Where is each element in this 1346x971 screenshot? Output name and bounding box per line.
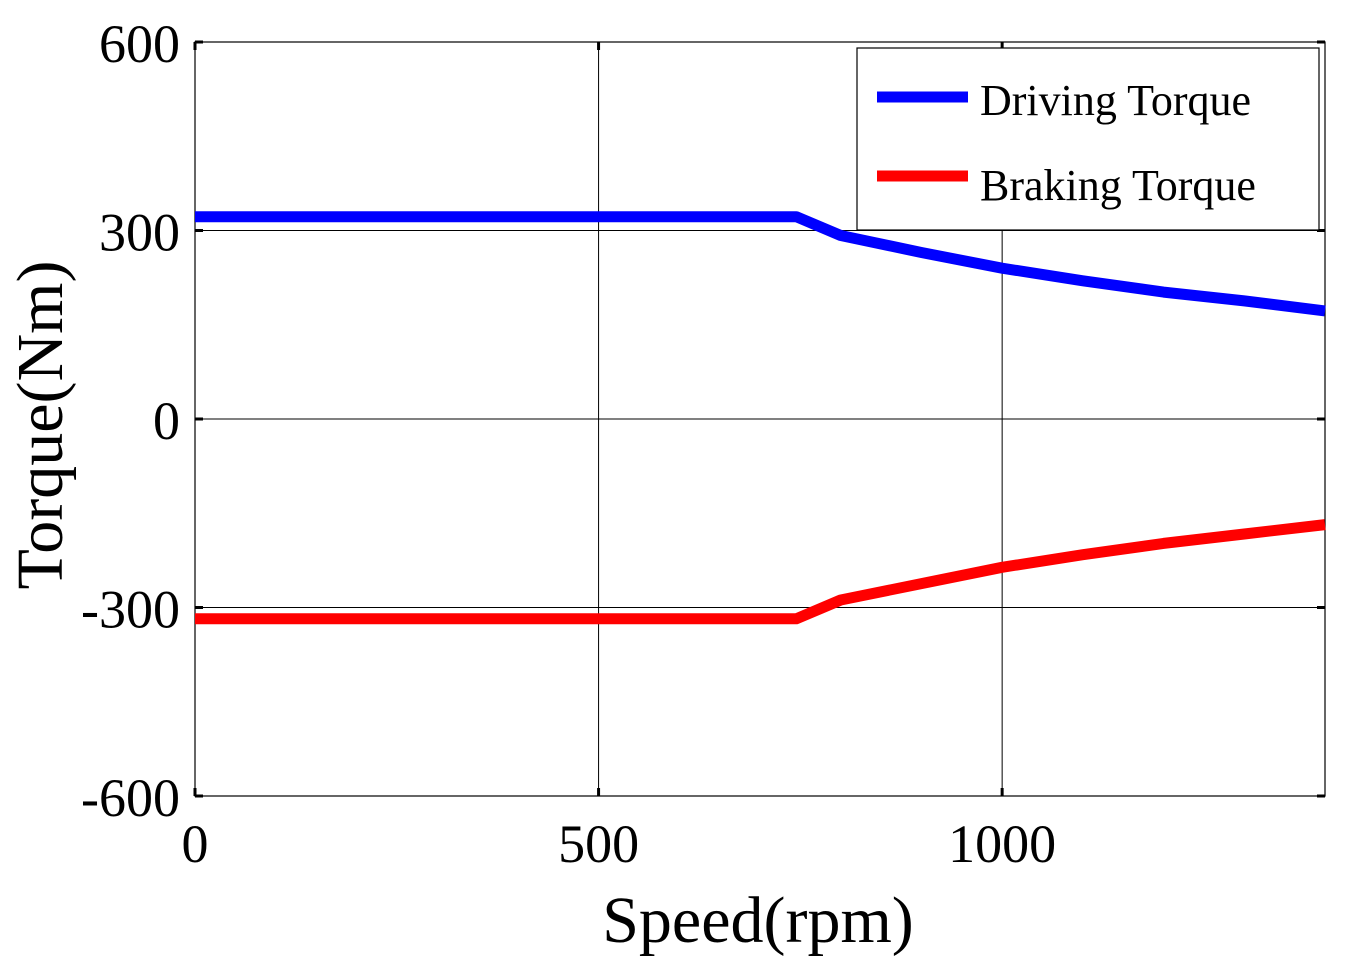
y-tick-label: -600: [81, 768, 180, 828]
y-tick-label: 300: [99, 203, 180, 263]
x-tick-label: 0: [182, 814, 209, 874]
series-line-driving-torque: [195, 211, 1326, 317]
y-tick-label: -300: [81, 580, 180, 640]
plot-frame: [194, 41, 1326, 797]
y-tick-label: 600: [99, 14, 180, 74]
y-axis-title: Torque(Nm): [4, 261, 77, 590]
legend-box: [856, 47, 1320, 231]
x-tick-label: 1000: [948, 814, 1056, 874]
series-line-braking-torque: [195, 519, 1326, 625]
legend: Driving Torque Braking Torque: [856, 47, 1320, 231]
legend-label-driving: Driving Torque: [980, 76, 1251, 125]
x-tick-label: 500: [558, 814, 639, 874]
x-axis-title: Speed(rpm): [602, 884, 914, 957]
y-tick-labels: 600 300 0 -300 -600: [81, 14, 180, 828]
series-lines: [195, 211, 1326, 625]
legend-label-braking: Braking Torque: [980, 161, 1256, 210]
x-tick-labels: 0 500 1000: [182, 814, 1057, 874]
y-tick-label: 0: [153, 391, 180, 451]
